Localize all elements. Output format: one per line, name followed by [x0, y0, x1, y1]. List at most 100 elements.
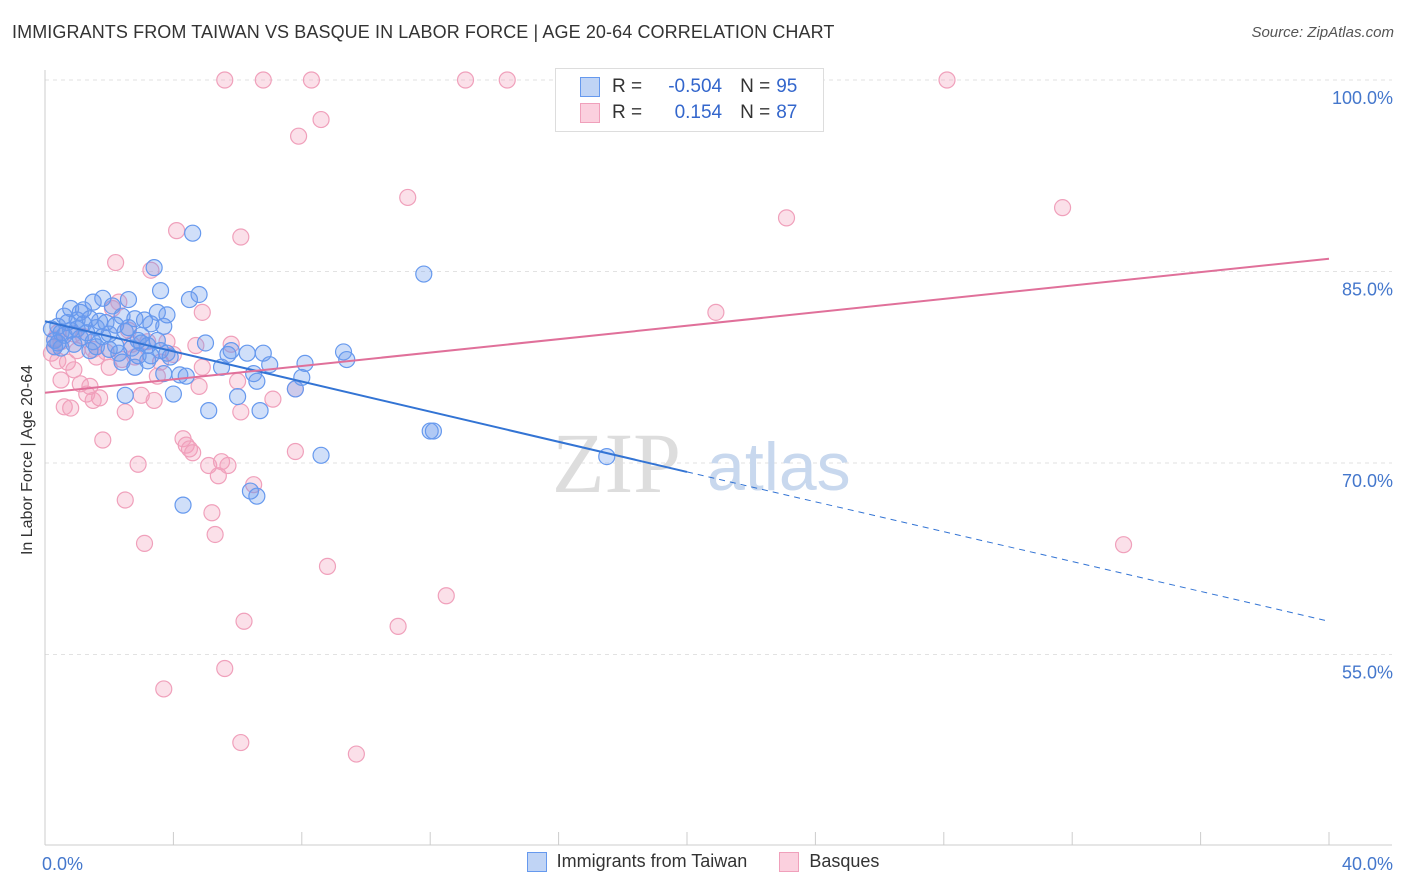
- trend-lines: [44, 257, 1330, 622]
- taiwan-point: [49, 334, 67, 352]
- watermark-atlas: atlas: [707, 429, 851, 505]
- correlation-legend: R = -0.504 N = 95 R = 0.154 N = 87: [555, 68, 824, 132]
- taiwan-point: [200, 402, 218, 420]
- basque-point: [312, 110, 330, 129]
- basque-point: [1053, 199, 1072, 217]
- basque-point: [142, 261, 160, 279]
- basque-point: [232, 403, 250, 421]
- basque-point: [235, 612, 253, 630]
- taiwan-point: [87, 338, 105, 356]
- basque-point: [168, 222, 186, 240]
- taiwan-point: [151, 282, 170, 300]
- taiwan-point: [415, 265, 433, 283]
- taiwan-point: [219, 345, 237, 364]
- basque-point: [289, 127, 308, 145]
- y-axis-label: In Labor Force | Age 20-64: [19, 364, 36, 556]
- taiwan-point: [84, 333, 102, 351]
- basque-swatch: [580, 103, 600, 123]
- taiwan-point: [116, 386, 134, 404]
- taiwan-point: [139, 352, 157, 370]
- y-tick-label: 85.0%: [1342, 279, 1393, 299]
- taiwan-point: [110, 344, 128, 362]
- basque-point: [116, 403, 134, 421]
- y-tick-label: 55.0%: [1342, 662, 1393, 682]
- basque-point: [938, 71, 956, 89]
- y-tick-labels: 100.0% 85.0% 70.0% 55.0%: [1332, 88, 1393, 682]
- taiwan-point: [251, 402, 269, 420]
- taiwan-point: [84, 293, 102, 311]
- basque-point: [456, 71, 475, 89]
- taiwan-point: [196, 334, 215, 352]
- basque-trend-line: [44, 257, 1330, 394]
- taiwan-point: [142, 347, 160, 365]
- basque-point: [222, 335, 240, 353]
- x-tick-labels: 0.0% 40.0%: [42, 854, 1393, 874]
- basque-point: [216, 71, 234, 89]
- y-tick-label: 100.0%: [1332, 88, 1393, 108]
- legend-n-label: N =: [740, 76, 771, 97]
- taiwan-point: [113, 353, 131, 371]
- basque-point: [318, 557, 337, 575]
- basque-point: [145, 391, 163, 410]
- taiwan-point: [312, 446, 330, 464]
- legend-label-basques: Basques: [809, 851, 880, 871]
- taiwan-point: [52, 339, 70, 357]
- basque-point: [219, 456, 237, 475]
- taiwan-point: [190, 285, 208, 304]
- taiwan-point: [296, 354, 314, 373]
- basque-point: [1114, 536, 1133, 554]
- taiwan-point: [229, 387, 247, 406]
- basque-point: [190, 377, 208, 395]
- taiwan-point: [161, 348, 179, 366]
- taiwan-point: [107, 316, 125, 334]
- basque-point: [94, 431, 112, 449]
- legend-r-label: R =: [612, 102, 643, 123]
- basque-point: [187, 336, 205, 355]
- basque-point: [55, 398, 73, 416]
- basque-point: [498, 71, 516, 89]
- taiwan-legend-swatch: [526, 851, 547, 872]
- basque-point: [232, 228, 250, 246]
- taiwan-point: [248, 487, 266, 505]
- source-label: Source: ZipAtlas.com: [1251, 24, 1394, 41]
- basque-point: [206, 525, 224, 544]
- legend-n-value: 95: [776, 76, 798, 97]
- basque-point: [65, 361, 83, 379]
- basque-point: [193, 303, 211, 321]
- taiwan-point: [180, 290, 199, 309]
- legend-item-basques: Basques: [779, 851, 879, 872]
- taiwan-point: [119, 319, 138, 337]
- taiwan-point: [81, 310, 99, 328]
- taiwan-point: [424, 422, 443, 440]
- taiwan-point: [164, 385, 182, 403]
- basque-point: [264, 390, 282, 408]
- taiwan-point: [119, 290, 138, 309]
- basque-point: [216, 659, 234, 678]
- taiwan-point: [174, 496, 192, 514]
- taiwan-point: [158, 306, 176, 324]
- basque-point: [193, 358, 211, 376]
- chart-title: IMMIGRANTS FROM TAIWAN VS BASQUE IN LABO…: [12, 22, 835, 42]
- y-tick-label: 70.0%: [1342, 471, 1393, 491]
- basque-legend-swatch: [779, 851, 800, 872]
- basque-point: [155, 680, 173, 698]
- basque-point: [389, 617, 407, 635]
- taiwan-point: [248, 372, 266, 390]
- taiwan-point: [238, 344, 256, 362]
- basque-point: [135, 534, 154, 553]
- taiwan-point: [184, 224, 202, 242]
- basque-point: [347, 745, 365, 763]
- basque-point: [229, 372, 247, 390]
- taiwan-trend-line: [44, 320, 688, 473]
- series-taiwan: [42, 224, 616, 514]
- legend-item-taiwan: Immigrants from Taiwan: [526, 851, 747, 872]
- basque-point: [777, 209, 796, 227]
- basque-point: [286, 442, 304, 461]
- legend-r-value: 0.154: [674, 102, 723, 123]
- basque-point: [254, 71, 272, 89]
- basque-point: [203, 504, 221, 522]
- legend-n-value: 87: [776, 102, 798, 123]
- taiwan-point: [338, 350, 356, 369]
- watermark: ZIP atlas: [552, 415, 851, 511]
